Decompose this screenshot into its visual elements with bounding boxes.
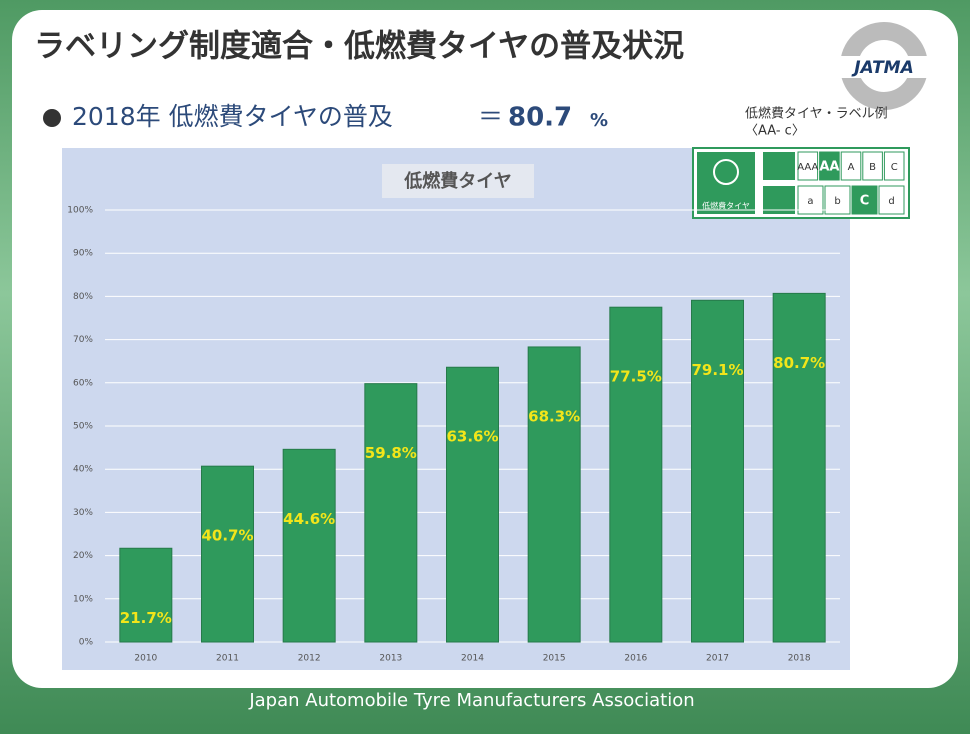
y-tick-label: 100%: [67, 206, 93, 216]
bar: [201, 465, 254, 643]
grade-cell: [862, 151, 883, 181]
label-caption: 低燃費タイヤ・ラベル例: [745, 106, 888, 122]
logo-band: [838, 56, 930, 78]
y-tick-label: 80%: [73, 292, 93, 302]
x-tick-label: 2012: [298, 654, 321, 664]
bar: [527, 346, 581, 643]
x-tick-label: 2010: [134, 654, 157, 664]
bullet: [43, 109, 61, 127]
value-label: 79.1%: [691, 361, 743, 379]
y-tick-label: 90%: [73, 249, 93, 259]
bar: [282, 448, 336, 643]
slide-title: ラベリング制度適合・低燃費タイヤの普及状況: [34, 29, 684, 65]
x-tick-label: 2016: [624, 654, 647, 664]
value-label: 44.6%: [283, 510, 335, 528]
grade-label: a: [807, 196, 813, 207]
grade-label: AA: [819, 160, 839, 175]
value-label: 21.7%: [120, 609, 172, 627]
wet-icon: [763, 186, 795, 214]
grade-label: A: [848, 162, 855, 173]
headline-equals: ＝: [478, 102, 503, 131]
y-tick-label: 70%: [73, 335, 93, 345]
grade-cell: [797, 185, 824, 215]
grade-cell: [840, 151, 862, 181]
grade-label: C: [860, 194, 870, 209]
y-tick-label: 20%: [73, 551, 93, 561]
grade-label: C: [891, 162, 898, 173]
y-tick-label: 0%: [79, 638, 94, 648]
value-label: 59.8%: [365, 444, 417, 462]
chart-title: 低燃費タイヤ: [403, 170, 511, 192]
bar: [119, 547, 173, 643]
bar: [446, 366, 499, 643]
x-tick-label: 2017: [706, 654, 729, 664]
value-label: 80.7%: [773, 354, 825, 372]
x-tick-label: 2018: [788, 654, 811, 664]
grade-label: d: [888, 196, 894, 207]
bar: [364, 383, 418, 643]
x-tick-label: 2013: [379, 654, 402, 664]
value-label: 68.3%: [528, 407, 580, 425]
value-label: 77.5%: [610, 368, 662, 386]
grade-cell: [883, 151, 905, 181]
grade-label: b: [834, 196, 840, 207]
bar: [772, 292, 826, 643]
y-tick-label: 30%: [73, 508, 93, 518]
y-tick-label: 40%: [73, 465, 93, 475]
chart-title-box: [382, 164, 534, 198]
label-icon-text: 低燃費タイヤ: [702, 201, 750, 211]
value-label: 40.7%: [201, 527, 253, 545]
y-tick-label: 50%: [73, 422, 93, 432]
headline: 2018年 低燃費タイヤの普及: [72, 102, 393, 131]
logo: JATMA: [851, 58, 914, 78]
headline-value: 80.7: [508, 103, 572, 133]
value-label: 63.6%: [446, 428, 498, 446]
x-tick-label: 2014: [461, 654, 484, 664]
grade-cell: [797, 151, 819, 181]
y-tick-label: 60%: [73, 378, 93, 388]
label-globe: [713, 159, 739, 185]
grade-label: B: [869, 162, 876, 173]
grade-cell: [851, 185, 878, 215]
y-tick-label: 10%: [73, 594, 93, 604]
grade-cell: [878, 185, 905, 215]
rolling-icon: [763, 152, 795, 180]
grade-label: AAA: [797, 162, 818, 173]
footer: Japan Automobile Tyre Manufacturers Asso…: [248, 690, 694, 711]
grade-cell: [824, 185, 851, 215]
x-tick-label: 2011: [216, 654, 239, 664]
bar: [609, 306, 663, 643]
headline-unit: %: [590, 110, 608, 131]
label-code: 〈AA- c〉: [745, 124, 805, 139]
x-tick-label: 2015: [543, 654, 566, 664]
bar: [691, 299, 744, 643]
grade-cell: [819, 151, 840, 181]
